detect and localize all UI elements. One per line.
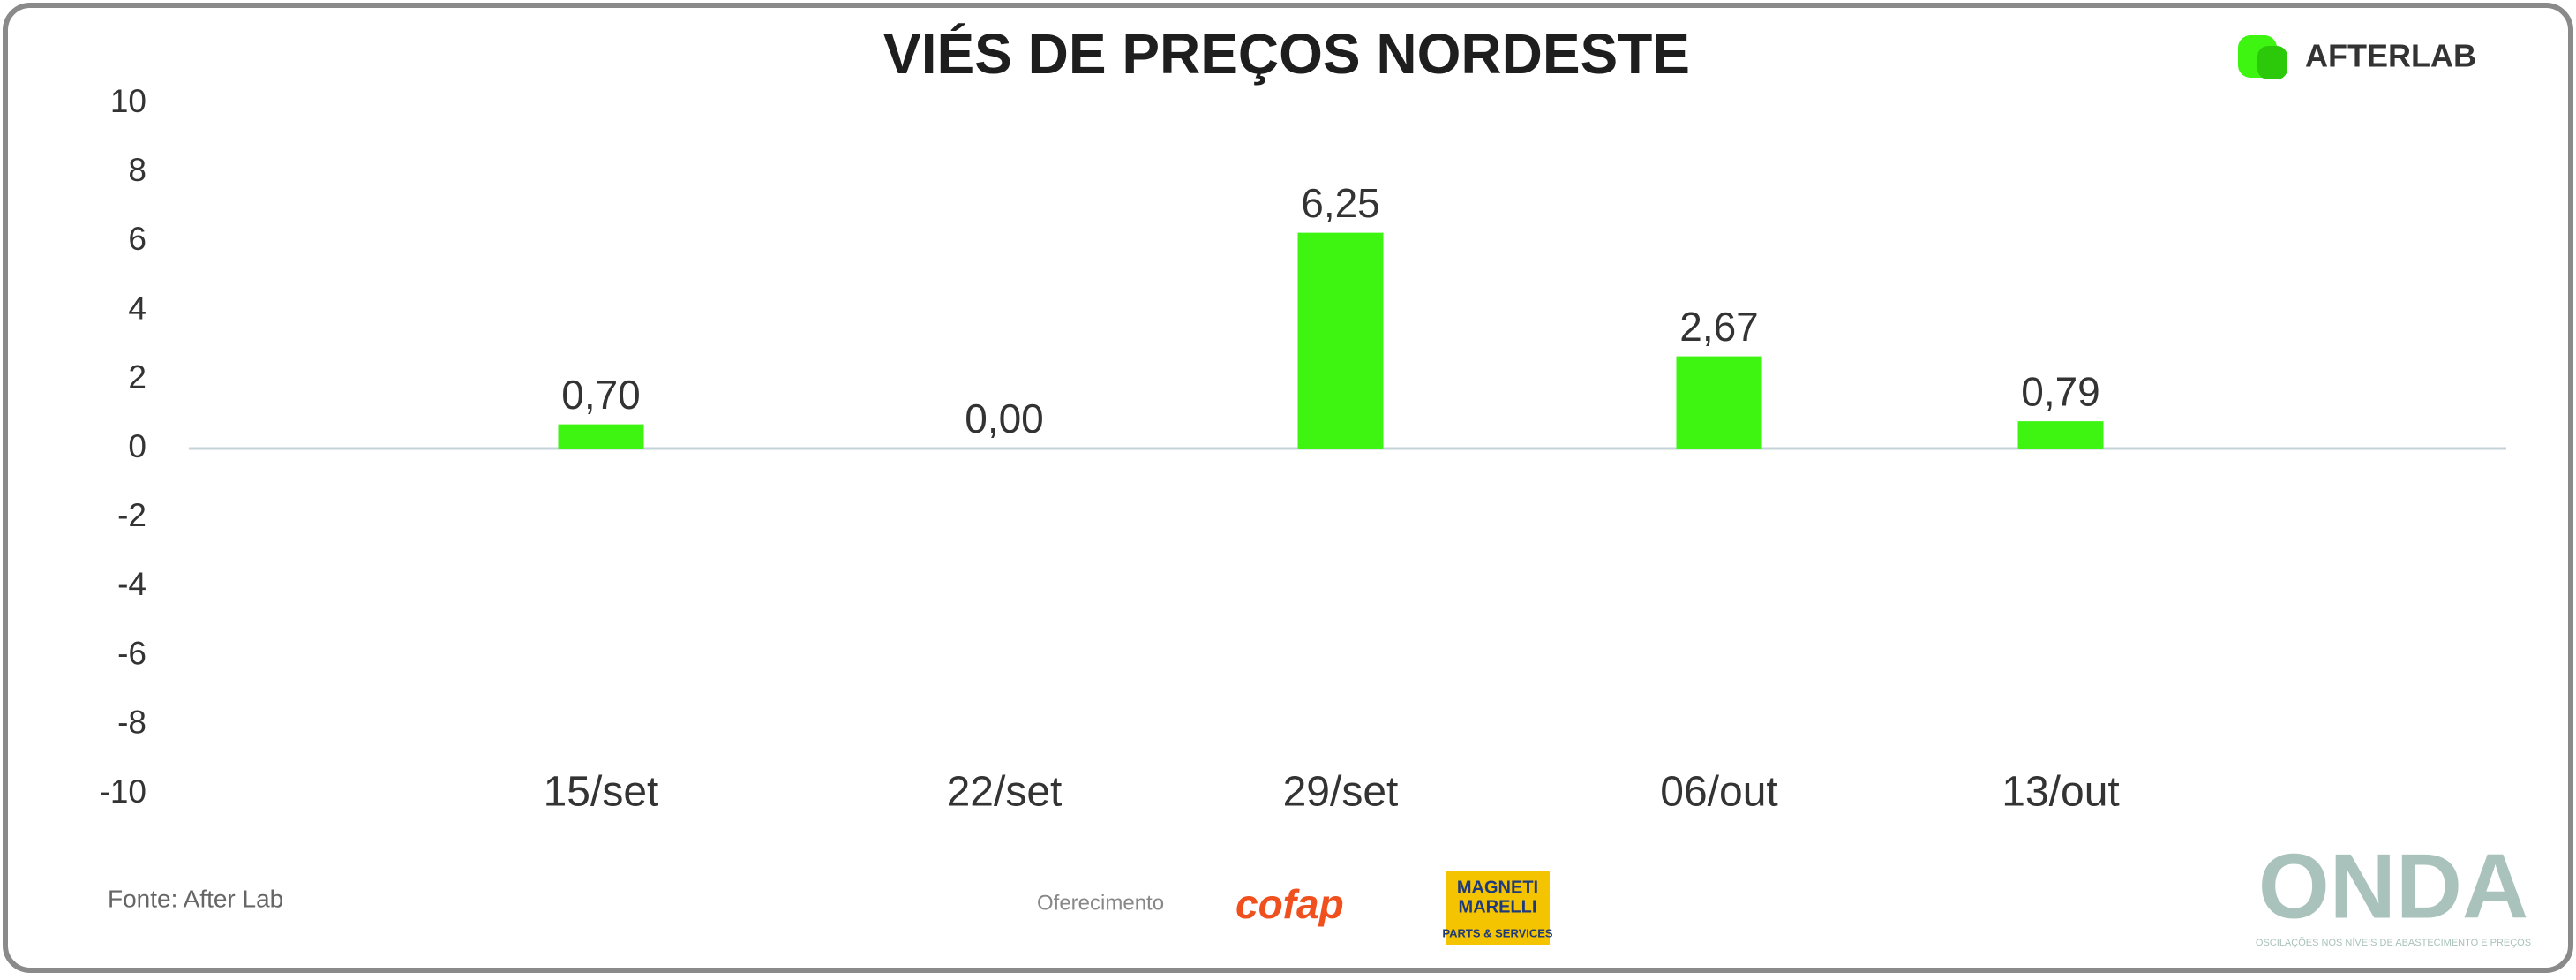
sponsor-logo-text: PARTS & SERVICES [1442,926,1553,939]
y-tick-label: 0 [128,428,146,464]
y-tick-label: 6 [128,221,146,257]
source: Fonte: After Lab [108,885,283,912]
x-tick-label: 06/out [1660,769,1777,816]
footer-logo: ONDA [2258,835,2528,938]
y-tick-label: 10 [110,83,146,119]
y-tick-label: -2 [117,497,146,533]
footer-tagline: OSCILAÇÕES NOS NÍVEIS DE ABASTECIMENTO E… [2256,937,2531,948]
y-tick-label: 4 [128,290,146,326]
y-tick-label: -10 [100,773,146,810]
x-tick-label: 29/set [1283,769,1399,816]
sponsor-logo-text: MARELLI [1459,897,1537,916]
sponsor-logo: cofap [1235,881,1344,927]
y-tick-label: -6 [117,635,146,671]
sponsor-logo-text: MAGNETI [1457,878,1538,897]
bar [1297,232,1384,449]
bar [1676,356,1762,449]
x-tick-label: 13/out [2001,769,2119,816]
frame [3,3,2573,973]
y-tick-label: 2 [128,359,146,396]
brand-icon [2257,46,2287,79]
sponsor-logo [1446,871,1550,945]
value-label: 6,25 [1301,180,1380,226]
x-tick-label: 15/set [544,769,659,816]
value-label: 0,00 [965,396,1044,441]
bar [558,424,644,449]
value-label: 2,67 [1679,304,1759,350]
brand-name: AFTERLAB [2305,38,2476,74]
chart-title: VIÉS DE PREÇOS NORDESTE [883,22,1690,86]
y-tick-label: -8 [117,705,146,741]
sponsor-label: Oferecimento [1037,891,1164,915]
x-tick-label: 22/set [947,769,1063,816]
value-label: 0,79 [2021,368,2100,414]
y-tick-label: -4 [117,566,146,602]
bar [2017,421,2104,449]
brand-logo: AFTERLAB [2238,35,2476,79]
value-label: 0,70 [561,372,641,418]
y-tick-label: 8 [128,152,146,188]
